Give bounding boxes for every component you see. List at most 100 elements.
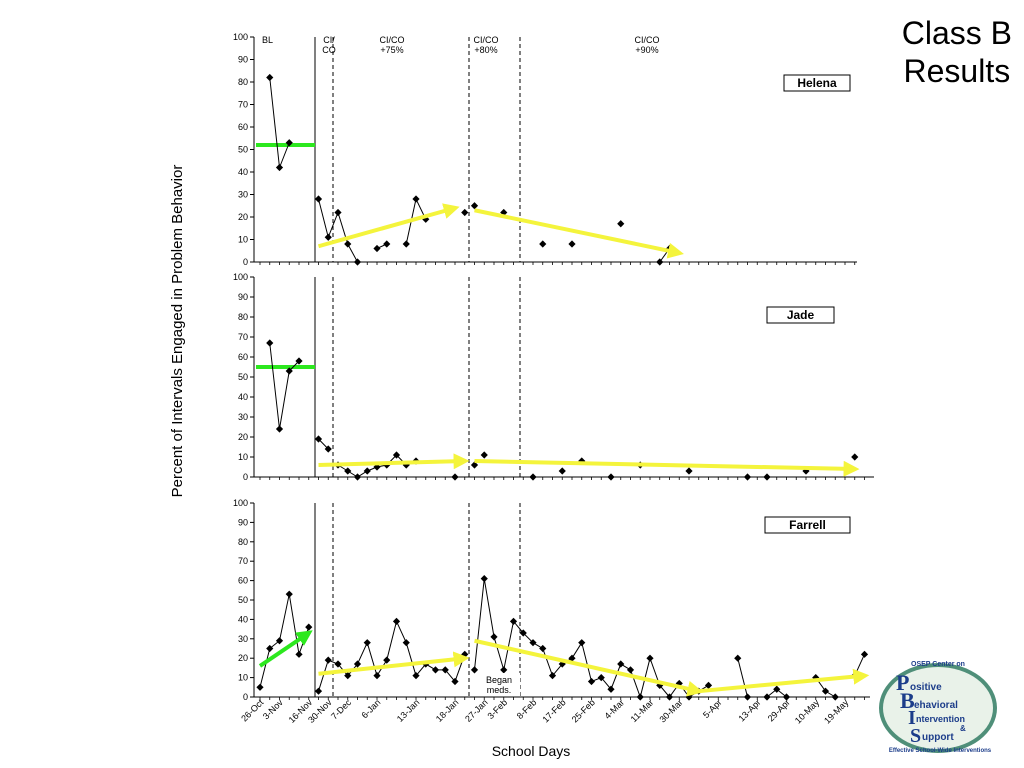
y-tick-label: 20 (238, 212, 248, 222)
data-point (568, 240, 576, 248)
x-axis-label: School Days (492, 743, 571, 759)
panel-name-label: Jade (787, 308, 815, 322)
panel-helena: 0 10 20 30 40 50 60 70 80 90 100 Helena (233, 32, 857, 267)
panel-jade: 0 10 20 30 40 50 60 70 80 90 100 Jade (233, 272, 874, 482)
series-line (854, 654, 865, 676)
series-line (318, 198, 358, 263)
data-point (685, 467, 693, 475)
y-tick-label: 80 (238, 77, 248, 87)
slide-title: Class B Results (902, 14, 1012, 90)
trend-arrow (474, 208, 684, 259)
data-point (285, 139, 293, 147)
data-point (656, 258, 664, 266)
data-point (470, 666, 479, 674)
data-point (461, 208, 469, 217)
logo-bottom-line: Effective School-Wide Interventions (889, 748, 992, 754)
series-line (259, 594, 310, 688)
x-tick-label: 10-May (793, 697, 822, 726)
data-point (324, 656, 332, 664)
y-tick-label: 60 (238, 122, 248, 132)
data-point (383, 656, 391, 664)
phase-label: CI/CO (473, 35, 498, 45)
logo-letter-i: I (908, 707, 916, 729)
data-point (383, 240, 391, 248)
data-point (773, 685, 781, 693)
y-tick-label: 90 (238, 55, 248, 65)
data-point (451, 677, 459, 686)
x-tick-label: 7-Dec (329, 697, 353, 721)
logo-word-support: upport (922, 732, 954, 743)
trend-arrow (318, 651, 470, 676)
phase-label-line2: +90% (635, 45, 658, 55)
data-point (548, 672, 557, 680)
panels-layer: 0102030405060708090100Helena010203040506… (233, 32, 874, 726)
data-point (285, 590, 293, 598)
x-tick-label: 8-Feb (515, 697, 539, 721)
y-tick-label: 40 (238, 167, 248, 177)
data-point (831, 693, 839, 701)
data-point (587, 677, 596, 686)
slide-title-line1: Class B (901, 15, 1012, 51)
data-point (353, 473, 362, 481)
data-point (266, 339, 274, 347)
data-point (373, 244, 381, 253)
y-tick-label: 30 (238, 412, 248, 422)
panel-name-label: Farrell (789, 518, 826, 532)
logo-letter-b: B (900, 688, 915, 713)
data-point (539, 644, 547, 653)
y-axis-label: Percent of Intervals Engaged in Problem … (169, 165, 186, 498)
data-point (334, 660, 342, 668)
y-tick-label: 0 (243, 692, 248, 702)
data-point (490, 633, 498, 641)
data-point (334, 208, 342, 217)
data-point (363, 639, 371, 647)
y-tick-label: 50 (238, 145, 248, 155)
y-tick-label: 90 (238, 517, 248, 527)
x-tick-label: 11-Mar (629, 697, 656, 724)
data-point (636, 693, 644, 701)
x-tick-label: 25-Feb (570, 697, 597, 724)
data-point (597, 674, 605, 682)
phase-label-line2: CO (322, 45, 336, 55)
data-point (285, 367, 293, 375)
y-tick-label: 100 (233, 498, 248, 508)
data-point (685, 693, 693, 701)
data-point (743, 693, 752, 701)
phase-label-line2: +80% (474, 45, 497, 55)
data-point (314, 435, 323, 443)
trend-arrow (698, 668, 870, 694)
data-point (275, 637, 284, 645)
x-tick-label: 18-Jan (434, 697, 461, 724)
data-point (373, 672, 381, 680)
y-tick-label: 100 (233, 32, 248, 42)
data-point (558, 660, 566, 668)
data-point (275, 425, 284, 433)
y-tick-label: 50 (238, 372, 248, 382)
y-tick-label: 20 (238, 653, 248, 663)
data-point (519, 629, 527, 637)
data-point (305, 623, 313, 631)
logo-word-positive: ositive (910, 682, 942, 693)
trend-arrow (318, 453, 470, 470)
data-point (529, 639, 537, 647)
data-point (314, 687, 323, 695)
y-tick-label: 50 (238, 595, 248, 605)
y-tick-label: 70 (238, 332, 248, 342)
data-point (412, 672, 420, 680)
data-point (412, 195, 420, 203)
x-tick-label: 4-Mar (602, 697, 626, 721)
y-tick-label: 10 (238, 452, 248, 462)
phase-label-line2: +75% (380, 45, 403, 55)
data-point (821, 687, 830, 695)
data-point (734, 654, 742, 662)
x-tick-label: 5-Apr (701, 697, 724, 720)
logo-word-behavioral: ehavioral (914, 700, 958, 711)
data-point (509, 617, 518, 625)
data-point (665, 693, 674, 701)
trend-arrow (317, 203, 460, 249)
x-tick-label: 29-Apr (766, 697, 792, 723)
data-point (763, 473, 771, 481)
data-point (675, 679, 683, 688)
data-point (500, 666, 508, 674)
data-point (314, 195, 323, 203)
